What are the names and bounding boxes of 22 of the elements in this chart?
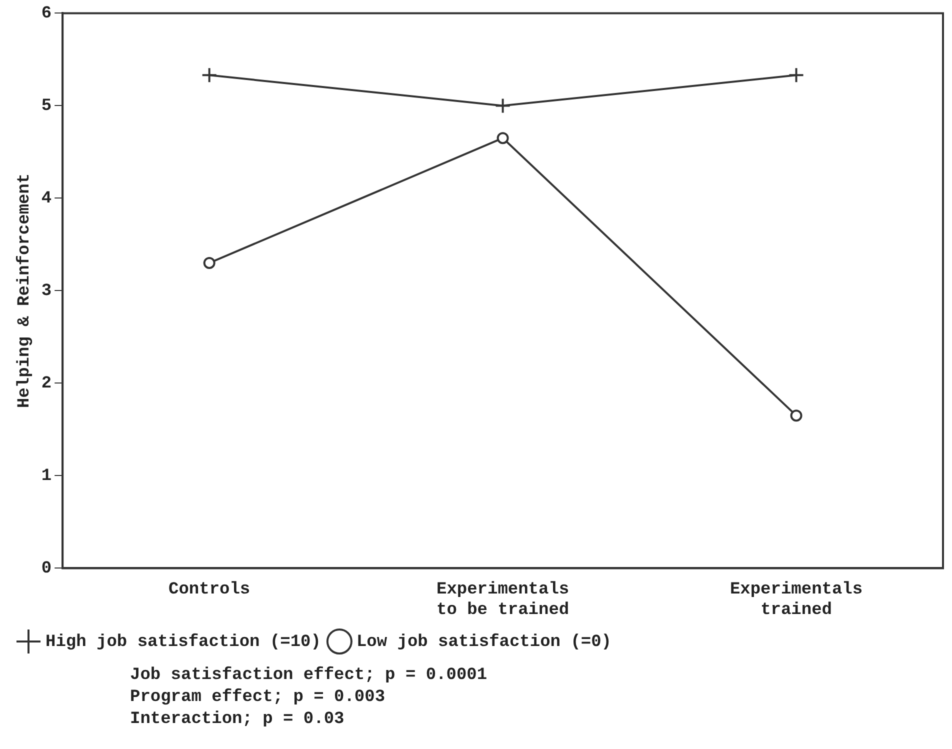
y-tick-label: 5 — [41, 96, 52, 116]
legend-label: High job satisfaction (=10) — [46, 632, 321, 652]
text: Program effect; p = 0.003 — [130, 687, 386, 709]
y-tick-label: 4 — [41, 189, 52, 208]
y-tick-label: 3 — [41, 282, 52, 301]
x-tick-label: Experimentals to be trained — [436, 580, 570, 620]
point — [201, 67, 218, 84]
legend-label: Low job satisfaction (=0) — [356, 632, 612, 652]
x-tick-label: Controls — [168, 580, 250, 600]
point — [788, 67, 804, 84]
y-tick-label: 1 — [41, 466, 52, 486]
point — [494, 98, 511, 114]
y-tick-label: 0 — [41, 559, 52, 578]
x-tick-label: Experimentals trained — [730, 580, 863, 620]
text: Job satisfaction effect; p = 0.0001 — [130, 665, 488, 687]
y-tick-label: 6 — [41, 4, 52, 24]
point — [790, 410, 802, 422]
point — [496, 132, 509, 144]
y-axis-title: Helping & Reinforcement — [15, 173, 34, 408]
text: Interaction; p = 0.03 — [130, 709, 346, 731]
y-tick-label: 2 — [41, 374, 52, 394]
point — [203, 256, 216, 269]
